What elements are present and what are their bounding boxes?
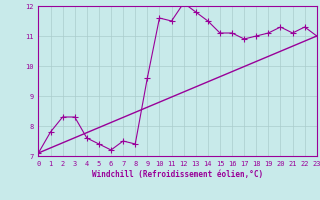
- X-axis label: Windchill (Refroidissement éolien,°C): Windchill (Refroidissement éolien,°C): [92, 170, 263, 179]
